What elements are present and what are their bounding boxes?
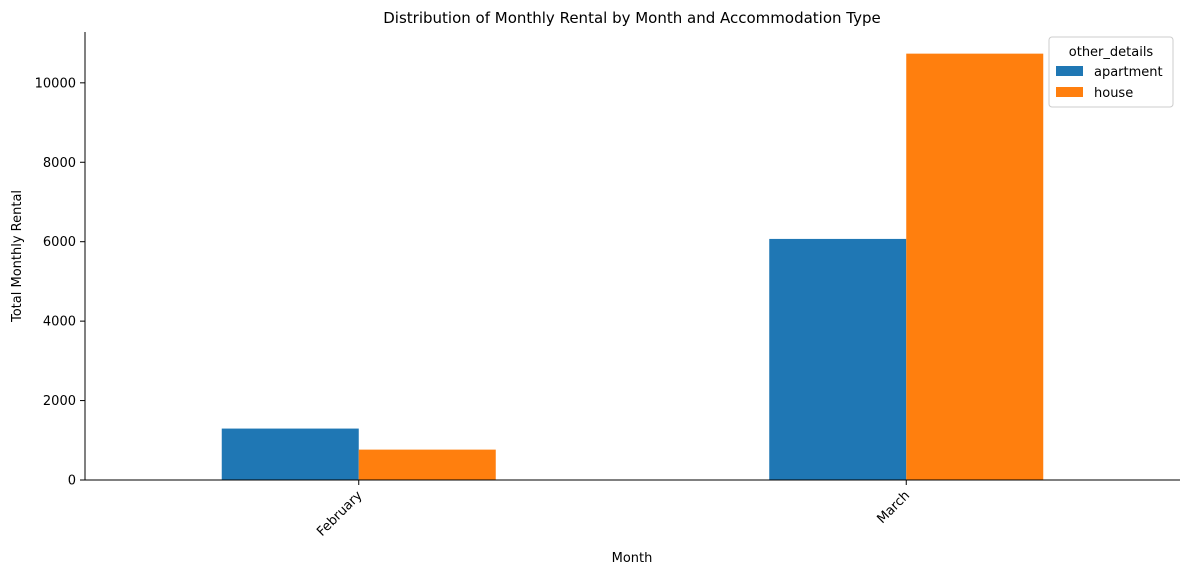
bar-house-march (906, 53, 1044, 481)
x-axis-label: Month (612, 551, 653, 566)
y-ticks-group: 0 2000 4000 6000 8000 10000 (35, 76, 85, 489)
legend-swatch-house (1056, 87, 1083, 97)
y-tick-label: 10000 (35, 76, 76, 91)
chart-title: Distribution of Monthly Rental by Month … (383, 9, 881, 27)
x-tick-label: March (874, 488, 913, 527)
y-tick-label: 8000 (43, 156, 76, 171)
bar-house-february (358, 449, 496, 480)
y-tick-label: 4000 (43, 315, 76, 330)
y-tick-label: 2000 (43, 394, 76, 409)
legend-swatch-apartment (1056, 66, 1083, 76)
x-ticks-group: February March (314, 480, 913, 540)
y-axis-label: Total Monthly Rental (10, 190, 25, 323)
legend-label-apartment: apartment (1094, 65, 1163, 80)
legend-label-house: house (1094, 86, 1133, 101)
x-tick-label: February (314, 488, 366, 540)
bars-group (221, 53, 1044, 481)
legend-title: other_details (1069, 45, 1154, 60)
bar-apartment-march (769, 238, 907, 480)
legend: other_details apartment house (1048, 36, 1174, 108)
bar-apartment-february (221, 428, 359, 480)
y-tick-label: 6000 (43, 235, 76, 250)
y-tick-label: 0 (68, 474, 76, 489)
legend-entries: apartment house (1056, 65, 1163, 101)
